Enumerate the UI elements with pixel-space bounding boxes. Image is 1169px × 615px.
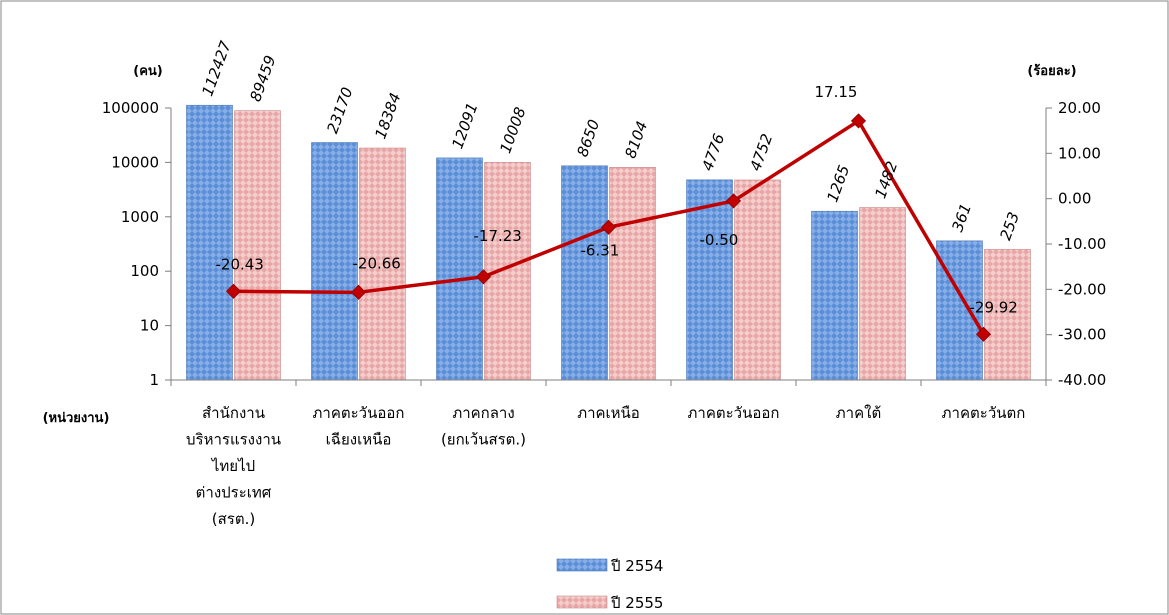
bar-2555-2 — [484, 162, 531, 381]
left-tick-label: 1 — [149, 371, 159, 389]
bars-layer — [186, 104, 1031, 381]
line-layer — [225, 113, 992, 342]
bar-2554-4 — [686, 179, 733, 381]
bar-2555-3 — [609, 167, 656, 381]
category-label: ภาคใต้ — [836, 404, 881, 422]
line-value-label: -0.50 — [700, 231, 739, 249]
bar-2554-5 — [811, 210, 858, 381]
line-value-label: -20.43 — [216, 255, 264, 273]
left-tick-label: 10000 — [111, 153, 159, 171]
line-value-label: -20.66 — [353, 254, 401, 272]
bar-2554-1 — [311, 142, 358, 381]
line-value-label: -17.23 — [474, 227, 522, 245]
line-value-label: -6.31 — [581, 241, 620, 259]
x-unit-label: (หน่วยงาน) — [43, 411, 110, 426]
bar-2555-1 — [359, 147, 406, 381]
line-marker — [475, 269, 492, 285]
bar-2554-2 — [436, 157, 483, 381]
line-value-label: -29.92 — [970, 298, 1018, 316]
line-marker — [975, 326, 992, 342]
legend-swatch-2554 — [556, 558, 608, 572]
line-marker — [600, 219, 617, 235]
legend-swatch-2555 — [556, 595, 608, 609]
left-tick-label: 10 — [140, 317, 159, 335]
category-label: ภาคตะวันออก — [688, 404, 780, 422]
right-unit-label: (ร้อยละ) — [1027, 63, 1076, 79]
legend-label-2555: ปี 2555 — [610, 594, 663, 612]
axes-layer: 1 10 100 1000 10000 100000 20.00 10.00 0.00 -10.0… — [43, 63, 1107, 528]
bar-2555-5 — [859, 207, 906, 381]
category-label: ภาคกลาง(ยกเว้นสรต.) — [441, 404, 526, 449]
bar-2554-3 — [561, 165, 608, 381]
line-marker — [850, 113, 867, 129]
right-tick-label: -20.00 — [1058, 280, 1106, 298]
line-marker — [725, 193, 742, 209]
left-unit-label: (คน) — [133, 64, 162, 79]
bar-2555-0 — [234, 110, 281, 381]
left-tick-label: 100000 — [102, 99, 159, 117]
line-value-label: 17.15 — [815, 83, 858, 101]
bar-2555-6 — [984, 248, 1031, 381]
line-marker — [225, 283, 242, 299]
category-label: สำนักงานบริหารแรงงานไทยไปต่างประเทศ(สรต.… — [186, 404, 281, 528]
bar-2554-0 — [186, 104, 233, 381]
right-tick-label: 0.00 — [1058, 190, 1091, 208]
bar-2555-4 — [734, 179, 781, 381]
right-tick-label: 20.00 — [1058, 99, 1101, 117]
category-label: ภาคเหนือ — [577, 404, 640, 422]
legend-label-2554: ปี 2554 — [610, 557, 663, 575]
left-tick-label: 100 — [130, 262, 159, 280]
line-marker — [350, 284, 367, 300]
legend: ปี 2554 ปี 2555 — [556, 557, 663, 612]
right-tick-label: -10.00 — [1058, 235, 1106, 253]
right-tick-label: 10.00 — [1058, 144, 1101, 162]
category-label: ภาคตะวันออกเฉียงเหนือ — [313, 404, 405, 449]
left-tick-label: 1000 — [121, 208, 159, 226]
right-tick-label: -30.00 — [1058, 326, 1106, 344]
category-label: ภาคตะวันตก — [942, 404, 1026, 422]
right-tick-label: -40.00 — [1058, 371, 1106, 389]
